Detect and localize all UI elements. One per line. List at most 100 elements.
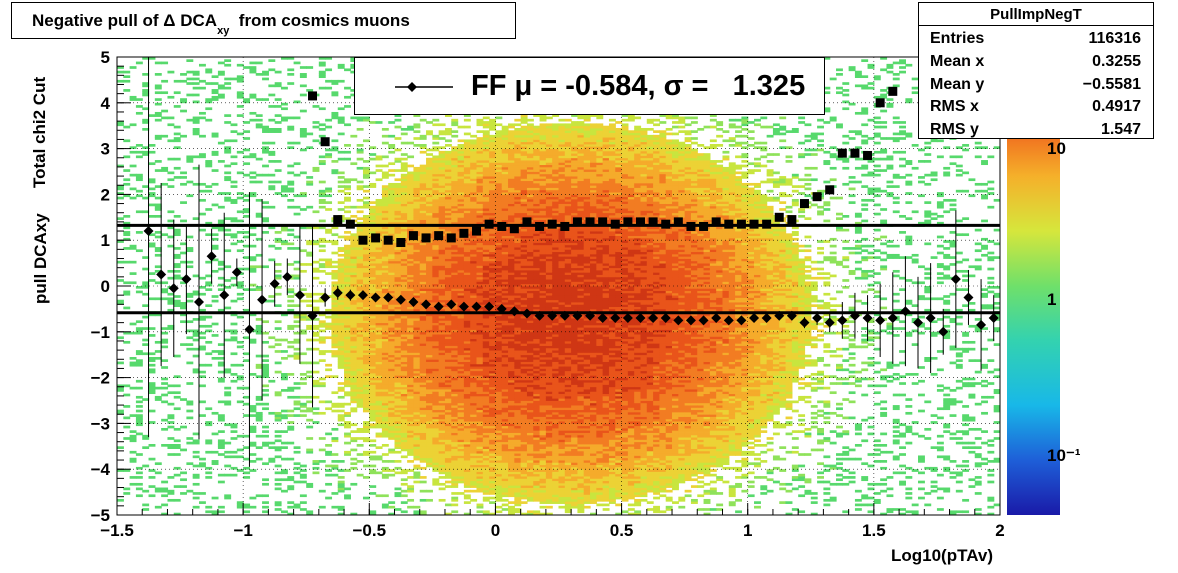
heatmap-cell: [369, 217, 377, 220]
heatmap-cell: [388, 370, 396, 374]
heatmap-cell: [426, 324, 433, 328]
heatmap-cell: [287, 340, 295, 344]
heatmap-cell: [344, 308, 351, 312]
heatmap-cell: [224, 370, 232, 374]
heatmap-cell: [457, 324, 465, 328]
heatmap-cell: [432, 409, 440, 413]
heatmap-cell: [419, 455, 427, 459]
heatmap-cell: [350, 354, 358, 358]
heatmap-cell: [142, 503, 150, 507]
heatmap-cell: [375, 242, 383, 246]
heatmap-cell: [419, 450, 427, 454]
heatmap-cell: [369, 492, 377, 495]
heatmap-cell: [419, 441, 427, 445]
heatmap-cell: [173, 132, 181, 136]
heatmap-cell: [470, 290, 478, 294]
heatmap-cell: [438, 146, 446, 149]
heatmap-cell: [419, 306, 427, 310]
heatmap-cell: [350, 247, 358, 250]
heatmap-cell: [362, 423, 370, 427]
heatmap-cell: [369, 302, 377, 305]
heatmap-cell: [217, 361, 225, 365]
heatmap-cell: [470, 373, 478, 376]
heatmap-cell: [457, 450, 465, 454]
heatmap-cell: [476, 185, 484, 188]
heatmap-cell: [117, 192, 124, 195]
heatmap-cell: [211, 356, 219, 360]
heatmap-cell: [432, 366, 440, 369]
heatmap-cell: [476, 359, 484, 362]
heatmap-cell: [470, 386, 478, 390]
heatmap-cell: [432, 416, 440, 420]
heatmap-cell: [243, 231, 251, 234]
heatmap-cell: [451, 384, 459, 388]
heatmap-cell: [457, 288, 465, 291]
heatmap-cell: [482, 489, 490, 493]
heatmap-cell: [457, 279, 465, 282]
heatmap-cell: [457, 164, 465, 168]
heatmap-cell: [331, 466, 339, 470]
heatmap-cell: [192, 492, 200, 495]
heatmap-cell: [476, 460, 484, 463]
heatmap-cell: [419, 366, 427, 369]
heatmap-cell: [325, 231, 333, 234]
heatmap-cell: [489, 409, 497, 413]
heatmap-cell: [489, 276, 497, 280]
heatmap-cell: [438, 441, 446, 445]
heatmap-cell: [419, 421, 427, 424]
heatmap-cell: [495, 498, 503, 502]
heatmap-cell: [426, 460, 433, 463]
heatmap-cell: [400, 434, 408, 438]
heatmap-cell: [312, 226, 320, 230]
heatmap-cell: [312, 407, 320, 411]
heatmap-cell: [205, 340, 213, 344]
heatmap-cell: [457, 157, 465, 161]
heatmap-cell: [217, 416, 225, 420]
heatmap-cell: [236, 375, 244, 378]
heatmap-cell: [262, 320, 269, 324]
heatmap-cell: [249, 425, 257, 429]
heatmap-cell: [224, 146, 232, 149]
heatmap-cell: [318, 240, 326, 243]
heatmap-cell: [356, 334, 364, 337]
heatmap-cell: [407, 155, 415, 159]
heatmap-cell: [470, 308, 478, 312]
heatmap-cell: [331, 148, 339, 152]
heatmap-cell: [161, 345, 169, 349]
heatmap-cell: [413, 290, 421, 294]
heatmap-cell: [129, 247, 137, 250]
heatmap-cell: [369, 363, 377, 367]
heatmap-cell: [407, 244, 415, 248]
heatmap-cell: [356, 315, 364, 319]
heatmap-cell: [344, 379, 351, 383]
heatmap-cell: [426, 292, 433, 296]
heatmap-cell: [148, 215, 156, 218]
heatmap-cell: [394, 414, 402, 417]
heatmap-cell: [394, 434, 402, 438]
heatmap-cell: [495, 453, 503, 456]
heatmap-cell: [400, 338, 408, 342]
heatmap-cell: [375, 391, 383, 395]
heatmap-cell: [287, 187, 295, 191]
heatmap-cell: [476, 473, 484, 477]
heatmap-cell: [331, 324, 339, 328]
heatmap-cell: [268, 244, 276, 248]
heatmap-cell: [426, 306, 433, 310]
heatmap-cell: [249, 93, 257, 97]
heatmap-cell: [407, 251, 415, 255]
heatmap-cell: [489, 430, 497, 433]
heatmap-cell: [426, 198, 433, 202]
heatmap-cell: [224, 249, 232, 253]
heatmap-cell: [444, 281, 452, 285]
heatmap-cell: [344, 336, 351, 340]
heatmap-cell: [482, 405, 490, 408]
heatmap-cell: [217, 363, 225, 367]
heatmap-cell: [369, 281, 377, 285]
heatmap-cell: [482, 153, 490, 156]
heatmap-cell: [388, 182, 396, 186]
heatmap-cell: [350, 235, 358, 239]
heatmap-cell: [293, 173, 301, 177]
heatmap-cell: [369, 322, 377, 326]
heatmap-cell: [476, 340, 484, 344]
heatmap-cell: [325, 265, 333, 269]
